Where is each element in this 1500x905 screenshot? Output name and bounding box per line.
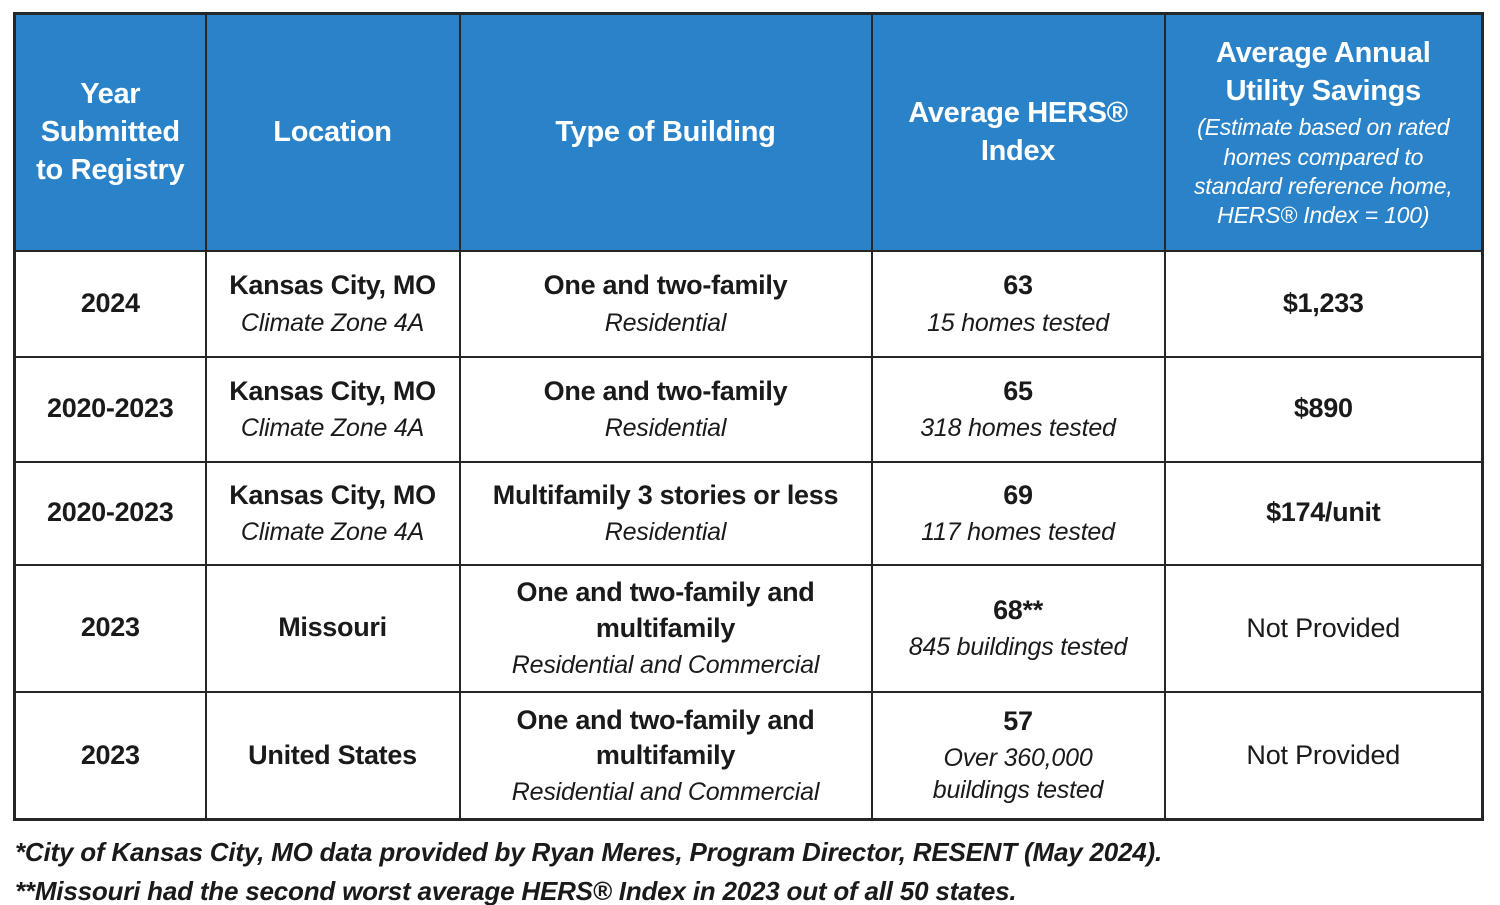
col-header-savings-subtitle: (Estimate based on rated homes compared … <box>1193 114 1453 229</box>
cell-hers-index: 69 117 homes tested <box>870 460 1166 566</box>
cell-hers-index: 63 15 homes tested <box>870 249 1166 358</box>
col-header-hers-label: Average HERS® Index <box>908 96 1128 168</box>
cell-location: Kansas City, MO Climate Zone 4A <box>204 460 461 566</box>
cell-year: 2023 <box>13 563 207 693</box>
cell-location: Missouri <box>204 563 461 693</box>
cell-year: 2020-2023 <box>13 460 207 566</box>
footnotes: *City of Kansas City, MO data provided b… <box>15 833 1465 905</box>
cell-year: 2023 <box>13 690 207 821</box>
cell-location: Kansas City, MO Climate Zone 4A <box>204 249 461 358</box>
col-header-year-label: Year Submitted to Registry <box>36 77 185 187</box>
cell-savings: Not Provided <box>1163 690 1484 821</box>
cell-location: Kansas City, MO Climate Zone 4A <box>204 355 461 463</box>
table-row: 2020-2023 Kansas City, MO Climate Zone 4… <box>13 355 1484 463</box>
footnote-1: *City of Kansas City, MO data provided b… <box>15 837 1163 867</box>
col-header-location: Location <box>204 12 461 252</box>
col-header-year-submitted: Year Submitted to Registry <box>13 12 207 252</box>
cell-building-type: One and two-family Residential <box>458 249 873 358</box>
table-row: 2024 Kansas City, MO Climate Zone 4A One… <box>13 249 1484 358</box>
cell-savings: $890 <box>1163 355 1484 463</box>
col-header-hers-index: Average HERS® Index <box>870 12 1166 252</box>
col-header-savings-title: Average Annual Utility Savings <box>1216 36 1431 107</box>
col-header-building-type: Type of Building <box>458 12 873 252</box>
footnote-2: **Missouri had the second worst average … <box>15 876 1017 905</box>
table-row: 2023 Missouri One and two-family and mul… <box>13 563 1484 693</box>
cell-building-type: One and two-family Residential <box>458 355 873 463</box>
cell-building-type: Multifamily 3 stories or less Residentia… <box>458 460 873 566</box>
col-header-building-label: Type of Building <box>555 116 776 149</box>
cell-building-type: One and two-family and multifamily Resid… <box>458 690 873 821</box>
cell-location: United States <box>204 690 461 821</box>
cell-savings: $1,233 <box>1163 249 1484 358</box>
cell-savings: $174/unit <box>1163 460 1484 566</box>
cell-building-type: One and two-family and multifamily Resid… <box>458 563 873 693</box>
cell-hers-index: 65 318 homes tested <box>870 355 1166 463</box>
cell-savings: Not Provided <box>1163 563 1484 693</box>
col-header-utility-savings: Average Annual Utility Savings (Estimate… <box>1163 12 1484 252</box>
cell-year: 2024 <box>13 249 207 358</box>
cell-hers-index: 68** 845 buildings tested <box>870 563 1166 693</box>
cell-year: 2020-2023 <box>13 355 207 463</box>
table-row: 2023 United States One and two-family an… <box>13 690 1484 821</box>
table-row: 2020-2023 Kansas City, MO Climate Zone 4… <box>13 460 1484 566</box>
cell-hers-index: 57 Over 360,000 buildings tested <box>870 690 1166 821</box>
col-header-location-label: Location <box>273 116 392 149</box>
header-row: Year Submitted to Registry Location Type… <box>13 12 1484 252</box>
hers-data-table: Year Submitted to Registry Location Type… <box>13 12 1484 821</box>
